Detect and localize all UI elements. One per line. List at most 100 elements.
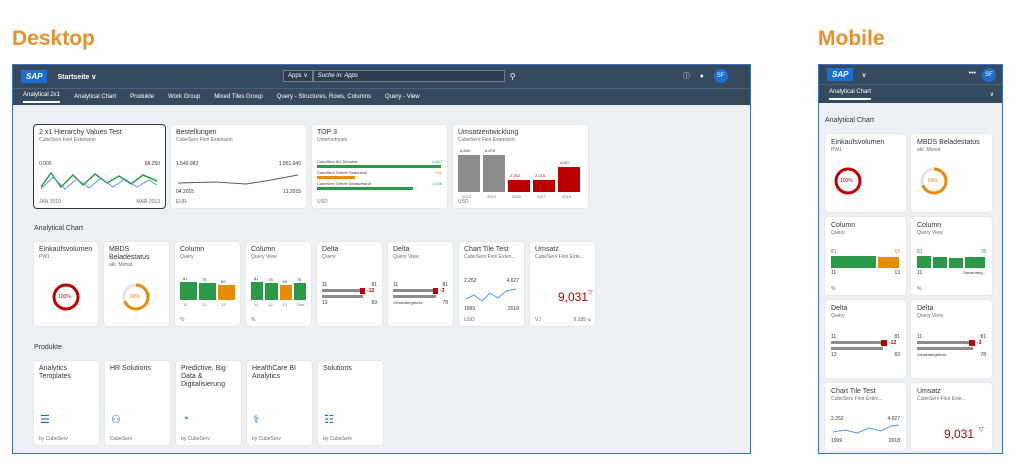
column-value: 69 <box>282 279 287 284</box>
tile-subtitle: Query <box>831 313 845 319</box>
row-label: CubeServ AG Schweiz <box>317 159 358 164</box>
tile-subtitle: CubeServ Fiori Extension <box>39 137 96 143</box>
row-label: CubeServ GmbH Österreich <box>317 170 368 175</box>
mobile-heading: Mobile <box>818 27 885 50</box>
row-value: 545 <box>435 170 442 175</box>
radial-value: 100% <box>840 178 853 184</box>
sap-logo[interactable]: SAP <box>21 70 48 83</box>
tile-title: Bestellungen <box>176 129 217 136</box>
column-bar <box>199 283 216 300</box>
column-bar <box>558 167 580 192</box>
avatar[interactable]: SF <box>982 68 996 82</box>
column-value: 2.252 <box>510 173 521 178</box>
delta-label-1: 11 <box>831 334 837 340</box>
shell-bar: SAP Startseite ∨ Apps ∨ Suche in: Apps ⚲… <box>13 65 750 88</box>
column-bar <box>265 283 278 300</box>
sap-logo[interactable]: SAP <box>827 68 854 81</box>
mobile-anchor-bar: Analytical Chart ∨ <box>819 84 1002 103</box>
tile-delta-query[interactable]: Delta Query 11 81 -12 13 69 <box>825 300 906 378</box>
tile-subtitle: akt. Monat <box>109 262 133 268</box>
tile-column-query-view[interactable]: Column Query View 81 78 11 Gesamterg... … <box>911 217 992 295</box>
search-icon[interactable]: ⚲ <box>509 71 516 81</box>
tile-umsatzentwicklung[interactable]: Umsatzentwicklung CubeServ Fiori Extensi… <box>453 125 588 208</box>
tile-title: Chart Tile Test <box>831 388 876 395</box>
tile-chart-tile-test[interactable]: Chart Tile Test CubeServ Fiori Exten... … <box>459 242 524 326</box>
tab-produkte[interactable]: Produkte <box>130 94 155 100</box>
chevron-down-icon[interactable]: ∨ <box>989 91 994 98</box>
x-end: MAR 2013 <box>136 199 160 205</box>
last-value: 69 <box>894 249 900 255</box>
tile-healthcare-bi-analytics[interactable]: HealthCare BI Analytics ⚕ by CubeServ <box>247 361 312 445</box>
tab-work-group[interactable]: Work Group <box>168 94 201 100</box>
tile-subtitle: Query <box>180 254 194 260</box>
row-bar <box>317 187 413 190</box>
column-bar <box>251 282 264 300</box>
delta-bar <box>831 347 883 350</box>
more-icon[interactable]: ••• <box>968 70 976 77</box>
search-input[interactable]: Suche in: Apps <box>312 70 505 82</box>
mobile-shell-bar: SAP ∨ ••• SF <box>819 65 1002 84</box>
delta-marker <box>881 340 887 346</box>
tile-hr-solutions[interactable]: HR Solutions ⚇ CubeServ <box>105 361 170 445</box>
tile-bestellungen[interactable]: Bestellungen CubeServ Fiori Extension 1.… <box>171 125 306 208</box>
tile-subtitle: CubeServ Fiori Exte... <box>917 396 966 402</box>
tile-einkaufsvolumen[interactable]: Einkaufsvolumen PW1 100% <box>34 242 98 326</box>
tab-analytical-chart[interactable]: Analytical Chart <box>74 94 117 100</box>
x-label: 2014 <box>487 194 496 199</box>
tile-predictive-big-data-digitalisierung[interactable]: Predictive, Big Data & Digitalisierung ◔ b… <box>176 361 241 445</box>
unit: EUR <box>176 199 187 205</box>
tile-column-query[interactable]: Column Query 81 69 11 13 % <box>825 217 906 295</box>
tile-column-query[interactable]: Column Query 81 11 75 12 69 13 % <box>175 242 240 326</box>
tile-top3[interactable]: TOP 3 Unternehmen CubeServ AG Schweiz 1.… <box>312 125 447 208</box>
x-label: 12 <box>268 302 273 307</box>
tile-analytics-templates[interactable]: Analytics Templates ☰ by CubeServ <box>34 361 99 445</box>
tile-subtitle: Query <box>322 254 336 260</box>
tile-umsatz[interactable]: Umsatz CubeServ Fiori Exte... 9,031 ▽ <box>911 383 992 451</box>
column-bar <box>279 285 292 300</box>
tab-query-structures[interactable]: Query - Structures, Rows, Columns <box>276 94 372 100</box>
tile-subtitle: Unternehmen <box>317 137 348 143</box>
tab-mixed-tiles[interactable]: Mixed Tiles Group <box>214 94 263 100</box>
avatar[interactable]: SF <box>713 69 728 83</box>
line-chart <box>177 174 299 185</box>
apps-dropdown[interactable]: Apps ∨ <box>283 70 313 82</box>
group-title: Analytical Chart <box>825 117 875 124</box>
bell-icon[interactable]: ♦ <box>700 72 704 80</box>
tile-delta-query[interactable]: Delta Query 11 81 -12 13 69 <box>317 242 382 326</box>
tile-hierarchy-test[interactable]: 2 x1 Hierarchy Values Test CubeServ Fior… <box>33 124 166 209</box>
radial-chart <box>122 283 150 311</box>
tab-analytical-2x1[interactable]: Analytical 2x1 <box>23 92 61 103</box>
column-bar <box>933 257 947 268</box>
chevron-down-icon[interactable]: ∨ <box>861 71 867 79</box>
tab-analytical-chart[interactable]: Analytical Chart <box>829 89 872 100</box>
tile-solutions[interactable]: Solutions ☷ by CubeServ <box>318 361 383 445</box>
tile-subtitle: Query View <box>917 313 943 319</box>
tile-title: Umsatz <box>535 246 559 253</box>
radial-chart <box>834 167 862 195</box>
tile-delta-query-view[interactable]: Delta Query View 11 81 -3 Gesamtergebnis… <box>388 242 453 326</box>
delta-marker <box>433 288 438 294</box>
tile-column-query-view[interactable]: Column Query View 81 11 75 12 69 13 78 Ges... % <box>246 242 311 326</box>
tile-subtitle: Query View <box>251 254 277 260</box>
tile-einkaufsvolumen[interactable]: Einkaufsvolumen PW1 100% <box>825 134 906 212</box>
tile-umsatz[interactable]: Umsatz CubeServ Fiori Exte... 9,031 ▽ VJ… <box>530 242 595 326</box>
x-start: 04.2015 <box>176 189 195 195</box>
home-title[interactable]: Startseite ∨ <box>57 73 97 81</box>
search-area: Apps ∨ Suche in: Apps ⚲ <box>283 70 516 82</box>
bar-chart-icon: ☰ <box>40 414 50 426</box>
tile-title: Column <box>180 246 205 253</box>
tile-subtitle: CubeServ Fiori Exte... <box>535 254 584 260</box>
tile-subtitle: CubeServ Fiori Exten... <box>831 396 883 402</box>
x-start: JAN 2010 <box>39 199 61 205</box>
tile-mbds-beladestatus[interactable]: MBDS Beladestatus akt. Monat 69% <box>911 134 992 212</box>
tile-mbds-beladestatus[interactable]: MBDS Beladestatus akt. Monat 69% <box>104 242 169 326</box>
x-end: 2018 <box>507 306 519 312</box>
tile-chart-tile-test[interactable]: Chart Tile Test CubeServ Fiori Exten... … <box>825 383 906 451</box>
tile-delta-query-view[interactable]: Delta Query View 11 81 -3 Gesamtergebnis… <box>911 300 992 378</box>
column-value: 6.840 <box>460 148 471 153</box>
tile-title: Column <box>831 222 856 229</box>
tab-query-view[interactable]: Query - View <box>385 94 420 100</box>
help-icon[interactable]: ⓘ <box>683 73 690 80</box>
down-arrow-icon: ▽ <box>588 290 593 296</box>
unit: % <box>180 317 185 323</box>
